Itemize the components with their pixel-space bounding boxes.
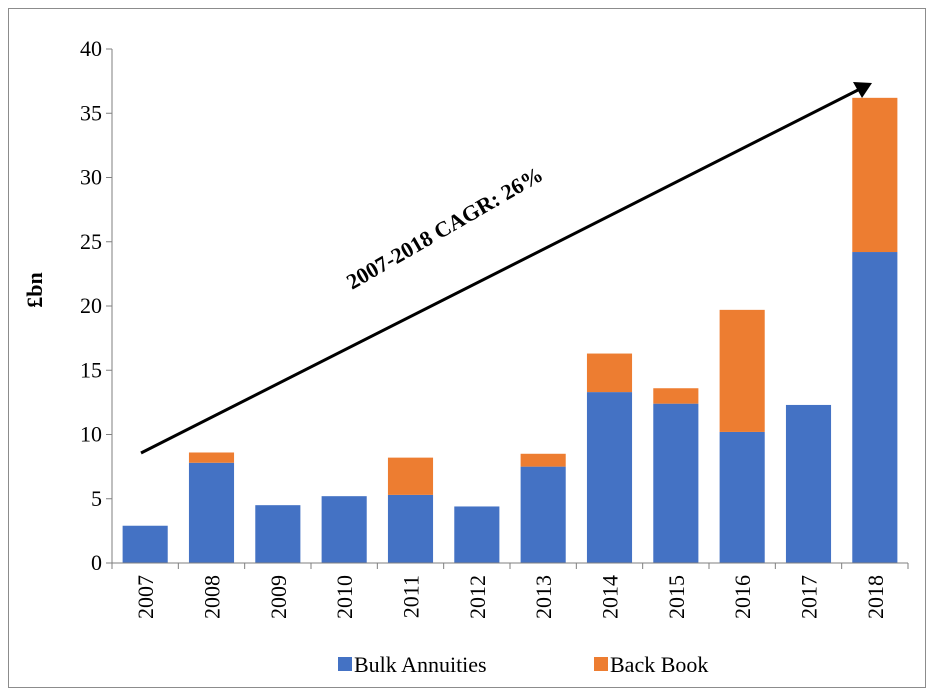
x-tick-label: 2014 xyxy=(598,575,623,619)
bar-back-book-2014 xyxy=(586,353,633,393)
y-tick-label: 30 xyxy=(80,165,102,190)
bar-bulk-annuities-2009 xyxy=(255,505,301,563)
bar-back-book-2016 xyxy=(719,309,765,432)
bar-bulk-annuities-2016 xyxy=(719,431,765,563)
bar-back-book-2011 xyxy=(387,457,434,495)
y-tick-label: 40 xyxy=(80,36,102,61)
bar-bulk-annuities-2017 xyxy=(785,404,832,563)
legend-label-bulk-annuities: Bulk Annuities xyxy=(354,652,487,677)
bar-bulk-annuities-2008 xyxy=(188,462,235,563)
x-tick-label: 2015 xyxy=(664,575,689,619)
bar-bulk-annuities-2011 xyxy=(387,494,434,563)
bar-back-book-2015 xyxy=(653,388,699,404)
x-axis: 2007 2008 2009 2010 2011 2012 2013 2014 2015 2016… xyxy=(111,562,909,619)
legend-swatch-bulk-annuities xyxy=(338,657,352,671)
bar-back-book-2013 xyxy=(520,453,566,467)
legend: Bulk Annuities Back Book xyxy=(338,652,708,677)
bar-bulk-annuities-2014 xyxy=(586,392,633,563)
x-tick-label: 2016 xyxy=(730,575,755,619)
bar-bulk-annuities-2007 xyxy=(122,525,168,563)
bar-back-book-2018 xyxy=(852,97,898,253)
y-tick-label: 0 xyxy=(91,550,102,575)
bar-bulk-annuities-2015 xyxy=(653,403,699,563)
x-tick-label: 2017 xyxy=(797,575,822,619)
y-axis: 0 5 10 15 20 25 30 35 40 xyxy=(80,36,113,575)
bar-bulk-annuities-2013 xyxy=(520,466,566,563)
x-tick-label: 2012 xyxy=(465,575,490,619)
trend-arrow xyxy=(140,82,872,455)
x-tick-label: 2007 xyxy=(133,575,158,619)
x-tick-label: 2011 xyxy=(399,575,424,618)
legend-label-back-book: Back Book xyxy=(610,652,708,677)
x-tick-label: 2008 xyxy=(200,575,225,619)
y-tick-label: 25 xyxy=(80,229,102,254)
y-tick-label: 5 xyxy=(91,486,102,511)
bars xyxy=(122,97,898,563)
bar-bulk-annuities-2018 xyxy=(852,252,898,563)
y-axis-label: £bn xyxy=(22,272,47,307)
bar-bulk-annuities-2012 xyxy=(454,506,500,563)
y-tick-label: 35 xyxy=(80,100,102,125)
legend-swatch-back-book xyxy=(594,657,608,671)
bar-bulk-annuities-2010 xyxy=(321,496,367,563)
x-tick-label: 2009 xyxy=(266,575,291,619)
cagr-annotation: 2007-2018 CAGR: 26% xyxy=(342,161,547,294)
y-tick-label: 10 xyxy=(80,422,102,447)
x-tick-label: 2010 xyxy=(332,575,357,619)
y-tick-label: 15 xyxy=(80,357,102,382)
y-tick-label: 20 xyxy=(80,293,102,318)
bar-back-book-2008 xyxy=(188,452,235,463)
x-tick-label: 2018 xyxy=(863,575,888,619)
chart-frame xyxy=(8,8,926,688)
x-tick-label: 2013 xyxy=(531,575,556,619)
